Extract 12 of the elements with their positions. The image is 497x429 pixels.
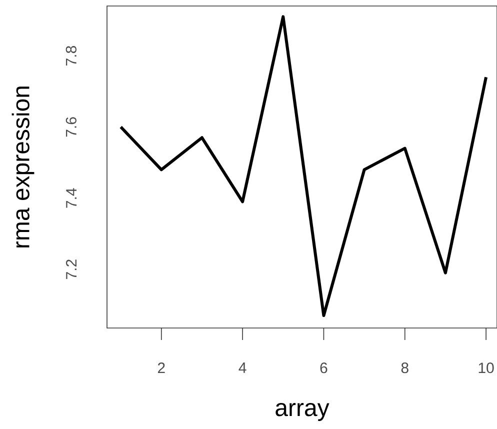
- x-tick-label: 4: [238, 362, 246, 373]
- y-axis-title: rma expression: [12, 86, 34, 248]
- x-tick-label: 2: [158, 362, 165, 374]
- line-series: [119, 15, 488, 318]
- x-tick-label: 8: [401, 362, 408, 374]
- x-tick-label: 6: [320, 362, 328, 374]
- y-tick-label: 7.4: [66, 188, 76, 208]
- x-axis-title: array: [276, 403, 330, 421]
- y-tick-label: 7.6: [66, 117, 76, 137]
- y-tick-label: 7.8: [66, 46, 76, 66]
- x-tick-label: 10: [478, 362, 494, 374]
- y-tick-label: 7.2: [66, 260, 76, 279]
